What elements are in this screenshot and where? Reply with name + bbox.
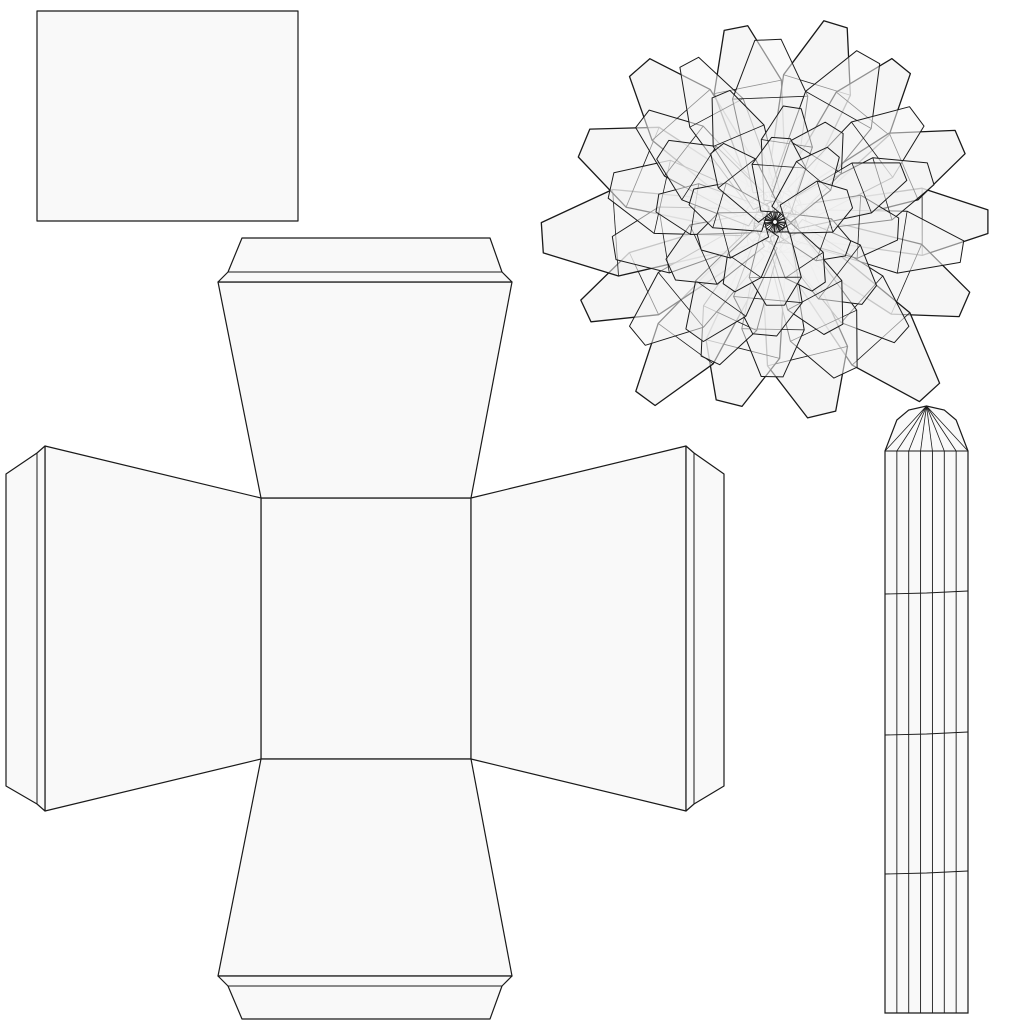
stem-segment-line: [884, 731, 969, 736]
petal-center-ray: [776, 218, 785, 222]
box-top-flap: [217, 281, 513, 499]
box-left-lip: [5, 445, 46, 812]
box-bottom-flap: [217, 758, 513, 977]
rectangle-island: [36, 10, 299, 222]
box-bottom-lip: [217, 975, 513, 1020]
petal-center-ray: [775, 223, 781, 231]
petal-fold-line: [851, 162, 872, 214]
stem-strip-island: [884, 405, 969, 1014]
stem-tip-line: [908, 405, 927, 452]
rectangle-face: [36, 10, 299, 222]
petal-fold-line: [612, 189, 619, 277]
box-center-face: [260, 497, 472, 760]
flower-petals-island: [540, 20, 989, 419]
petal-center-ray: [769, 223, 775, 231]
stem-tip-line: [926, 405, 933, 452]
stem-tip-line: [896, 405, 927, 452]
petal-fold-line: [896, 211, 908, 274]
petal-fold-line: [695, 280, 747, 317]
petal-center-ray: [776, 222, 785, 226]
stem-tip-line: [926, 405, 969, 452]
petal-center-ray: [765, 218, 774, 222]
petal-fold-line: [727, 253, 762, 278]
box-right-lip: [685, 445, 725, 812]
stem-tip-line: [884, 405, 927, 452]
petal-fold-line: [713, 124, 765, 147]
stem-segment-line: [884, 870, 969, 875]
petal-center-ray: [768, 213, 775, 221]
stem-segment-line: [884, 590, 969, 595]
stem-tip-line: [920, 405, 927, 452]
petal-center-ray: [765, 222, 774, 225]
box-cross-island: [5, 237, 725, 1020]
box-left-flap: [44, 445, 262, 812]
petal-fold-line: [717, 158, 756, 189]
petal-fold-line: [732, 95, 808, 100]
petal-fold-line: [816, 180, 834, 233]
stem-tip-line: [926, 405, 957, 452]
stem-outline: [884, 405, 969, 1014]
box-top-lip: [217, 237, 513, 283]
box-right-flap: [470, 445, 687, 812]
petal-center-ray: [776, 214, 782, 221]
petal-fold-line: [681, 146, 717, 201]
petal-center-ray: [774, 211, 777, 221]
stem-tip-line: [926, 405, 945, 452]
